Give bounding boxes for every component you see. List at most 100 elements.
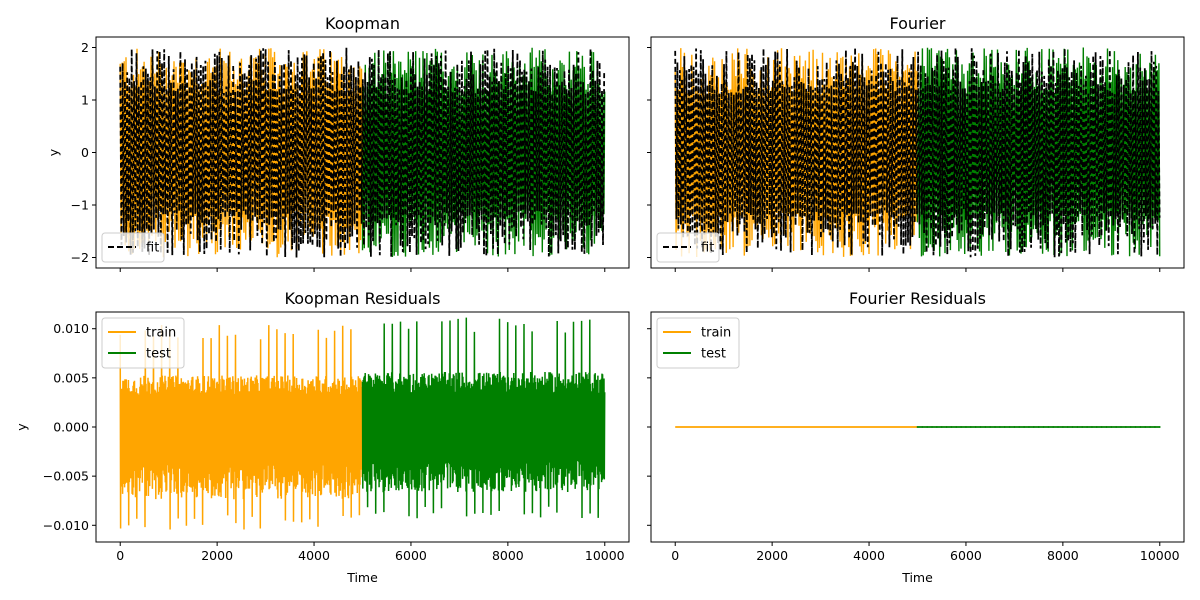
series-marker	[931, 426, 933, 428]
series-marker	[969, 426, 972, 428]
series-marker	[998, 426, 1001, 428]
plot-area	[119, 317, 606, 530]
y-tick-label: 0.000	[53, 420, 89, 435]
y-tick-label: 2	[81, 40, 89, 55]
legend: fit	[101, 232, 165, 263]
x-tick-label: 10000	[585, 548, 625, 563]
series-marker	[940, 426, 943, 428]
x-tick-label: 6000	[950, 548, 982, 563]
subplot-3: 0 2000 4000 6000 8000 10000 Fourier Residuals T…	[647, 289, 1185, 585]
x-tick-label: 0	[116, 548, 124, 563]
series-marker	[1086, 426, 1088, 428]
series-marker	[1047, 426, 1050, 428]
x-axis-label: Time	[346, 570, 378, 585]
x-tick-label: 0	[671, 548, 679, 563]
series-marker	[1018, 426, 1021, 428]
subplot-2: 0 2000 4000 6000 8000 10000 −0.010 −0.005 0.000 0…	[14, 289, 630, 585]
y-tick-label: 0.010	[53, 321, 89, 336]
series-marker	[1120, 426, 1122, 428]
series-marker	[1061, 426, 1064, 428]
series-marker	[974, 426, 977, 428]
series-marker	[989, 426, 992, 428]
series-marker	[979, 426, 982, 428]
series-line-fit	[674, 47, 1161, 258]
y-tick-label: −0.005	[43, 469, 89, 484]
y-axis-label: y	[46, 148, 61, 156]
subplot-title: Fourier	[889, 14, 945, 33]
legend: train test	[101, 317, 185, 369]
legend-label: train	[146, 326, 176, 341]
y-tick-label: 0.005	[53, 370, 89, 385]
series-marker	[1149, 426, 1151, 428]
legend-box	[101, 232, 165, 263]
series-marker	[994, 426, 996, 428]
x-tick-label: 8000	[492, 548, 524, 563]
series-marker	[1091, 426, 1093, 428]
legend-label: fit	[701, 241, 714, 256]
series-line-train	[119, 324, 364, 530]
x-tick-label: 2000	[201, 548, 233, 563]
x-tick-label: 2000	[756, 548, 788, 563]
series-marker	[1028, 426, 1030, 428]
series-marker	[1154, 426, 1156, 428]
legend-label: fit	[146, 241, 159, 256]
series-line-fit	[119, 47, 606, 258]
series-marker	[984, 426, 987, 428]
subplot-title: Fourier Residuals	[849, 289, 986, 308]
x-tick-label: 4000	[298, 548, 330, 563]
series-marker	[1100, 426, 1103, 428]
series-marker	[945, 426, 948, 428]
y-tick-label: −2	[71, 250, 89, 265]
y-axis-label: y	[14, 423, 29, 431]
series-marker	[921, 426, 924, 428]
subplot-1: Fourier fit	[647, 14, 1185, 272]
series-marker	[1066, 426, 1069, 428]
series-marker	[1139, 426, 1142, 428]
legend: train test	[656, 317, 740, 369]
legend-box	[656, 232, 720, 263]
series-marker	[950, 426, 953, 428]
subplot-0: −2 −1 0 1 2 Koopman y fit	[46, 14, 630, 272]
legend-label: test	[701, 347, 726, 362]
series-line-test	[361, 317, 606, 519]
series-marker	[1032, 426, 1035, 428]
series-marker	[1052, 426, 1055, 428]
x-tick-label: 10000	[1140, 548, 1180, 563]
x-tick-label: 8000	[1047, 548, 1079, 563]
subplot-title: Koopman Residuals	[285, 289, 441, 308]
series-marker	[1042, 426, 1045, 428]
legend-box	[101, 317, 185, 369]
series-marker	[916, 426, 919, 428]
x-tick-label: 6000	[395, 548, 427, 563]
plot-area	[674, 47, 1161, 258]
y-tick-label: 1	[81, 93, 89, 108]
series-marker	[1158, 426, 1161, 428]
x-axis-label: Time	[901, 570, 933, 585]
series-marker	[1124, 426, 1127, 428]
series-marker	[1144, 426, 1147, 428]
legend: fit	[656, 232, 720, 263]
y-tick-label: 0	[81, 145, 89, 160]
series-marker	[1129, 426, 1132, 428]
series-marker	[1057, 426, 1059, 428]
series-marker	[1023, 426, 1025, 428]
series-marker	[1105, 426, 1108, 428]
series-marker	[955, 426, 958, 428]
series-marker	[926, 426, 929, 428]
series-marker	[965, 426, 967, 428]
plot-area	[675, 426, 1161, 428]
series-marker	[1008, 426, 1011, 428]
legend-box	[656, 317, 740, 369]
series-marker	[1115, 426, 1118, 428]
series-marker	[960, 426, 963, 428]
series-marker	[1037, 426, 1040, 428]
series-marker	[1071, 426, 1074, 428]
legend-label: test	[146, 347, 171, 362]
series-marker	[1081, 426, 1084, 428]
series-marker	[1013, 426, 1016, 428]
legend-label: train	[701, 326, 731, 341]
y-tick-label: −1	[71, 198, 89, 213]
series-marker	[1095, 426, 1098, 428]
series-marker	[1076, 426, 1079, 428]
